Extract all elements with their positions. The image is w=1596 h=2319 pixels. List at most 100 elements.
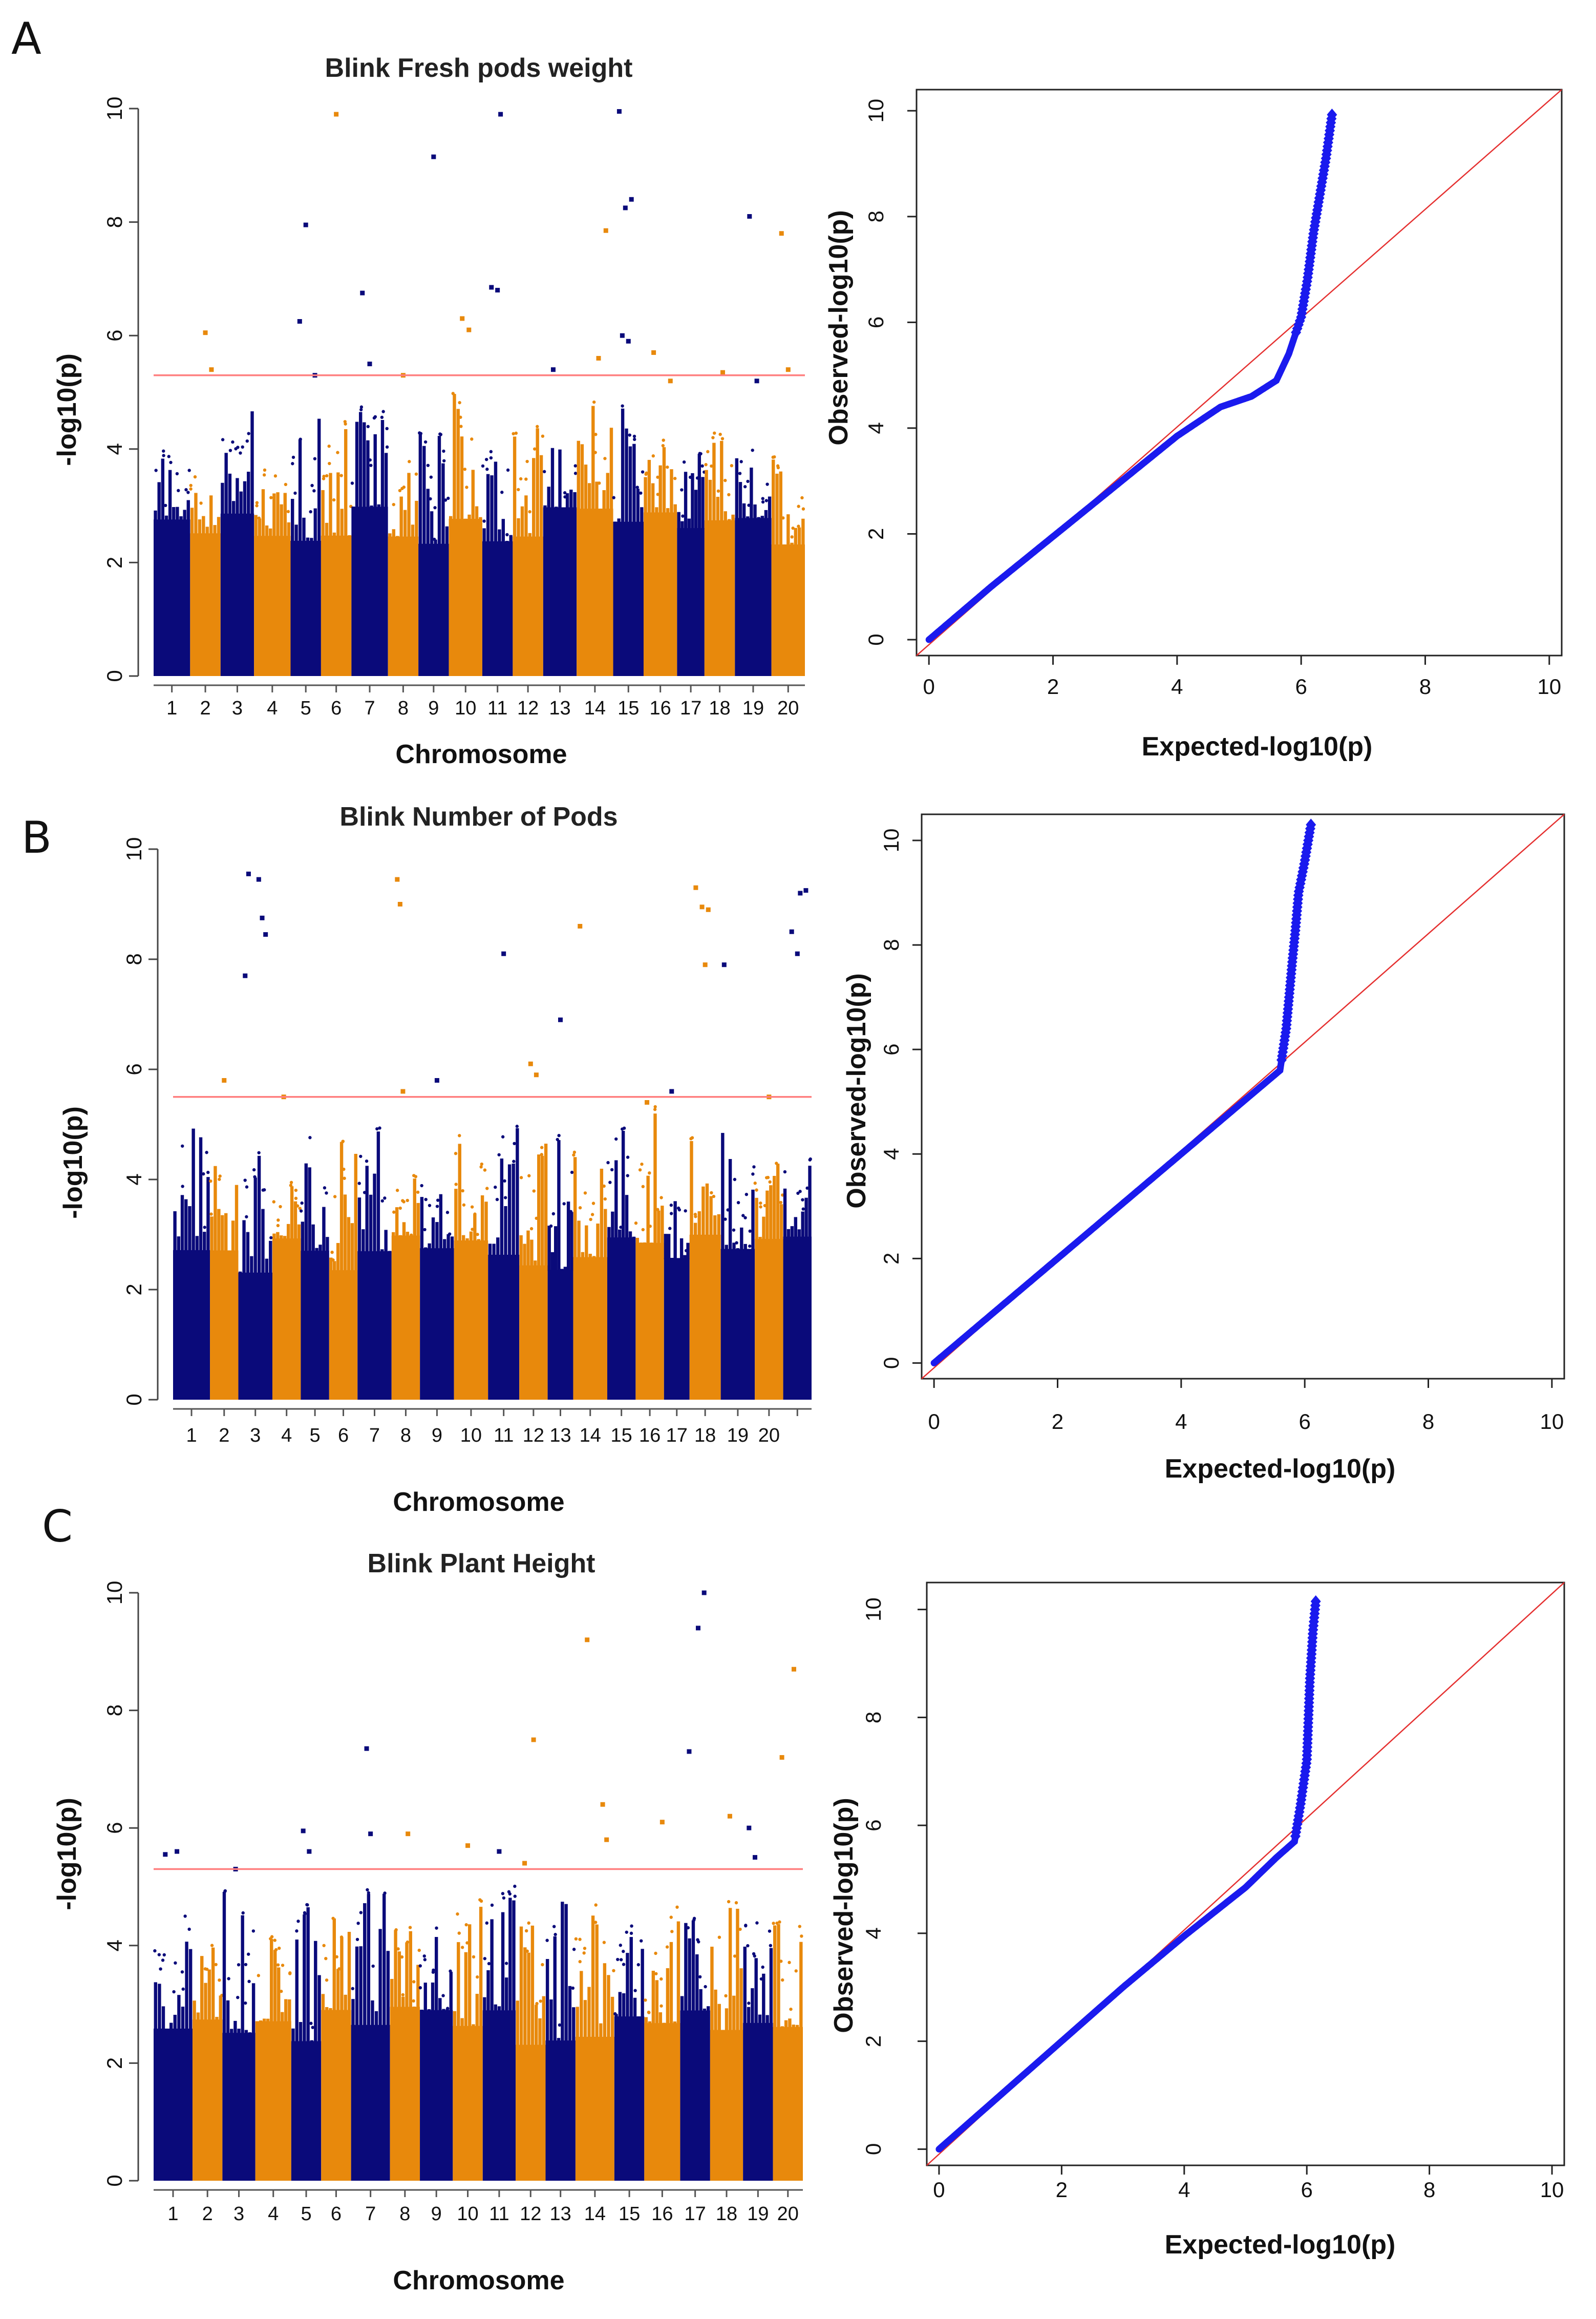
significant-snp <box>803 888 808 893</box>
chromosome-20-points <box>772 1920 803 2181</box>
snp-point <box>241 1911 245 1915</box>
snp-column <box>786 1229 791 1238</box>
snp-column <box>723 511 727 521</box>
snp-point <box>257 1151 261 1154</box>
chromosome-tick-label: 7 <box>365 2203 376 2225</box>
chromosome-band <box>543 507 577 676</box>
snp-column <box>297 1224 301 1240</box>
chromosome-8-points <box>390 1926 421 2181</box>
snp-point <box>339 474 343 477</box>
snp-column <box>721 2030 725 2031</box>
snp-point <box>801 1198 804 1201</box>
snp-column <box>191 1128 195 1251</box>
significant-snp <box>699 904 705 910</box>
snp-point <box>733 1177 737 1182</box>
snp-point <box>746 479 750 483</box>
snp-column <box>637 2016 641 2018</box>
snp-column <box>195 1236 199 1251</box>
snp-column <box>445 526 449 545</box>
snp-point <box>280 1990 283 1993</box>
snp-column <box>490 1919 494 2012</box>
chromosome-band <box>643 512 677 676</box>
snp-point <box>710 464 713 468</box>
snp-point <box>401 1199 405 1203</box>
snp-point <box>603 457 607 460</box>
snp-column <box>743 1946 747 2024</box>
snp-column <box>272 493 276 537</box>
snp-point <box>571 1986 575 1990</box>
snp-column <box>336 472 340 537</box>
snp-point <box>460 1946 464 1949</box>
snp-point <box>341 1140 345 1144</box>
chromosome-10-points <box>454 1134 489 1400</box>
significant-snp <box>203 330 208 335</box>
snp-column <box>705 1183 709 1236</box>
snp-point <box>270 1935 274 1938</box>
snp-column <box>237 2029 241 2034</box>
snp-column <box>276 492 280 537</box>
snp-column <box>651 1971 655 2025</box>
snp-point <box>759 1201 762 1205</box>
chromosome-tick-label: 10 <box>457 2203 478 2225</box>
snp-point <box>245 1215 248 1219</box>
snp-column <box>339 1142 344 1272</box>
snp-point <box>209 1212 213 1216</box>
snp-point <box>736 1200 740 1205</box>
snp-point <box>720 437 725 440</box>
chromosome-tick-label: 11 <box>494 1425 514 1446</box>
snp-column <box>526 1230 530 1267</box>
snp-point <box>648 1225 652 1228</box>
chromosome-band <box>154 519 190 676</box>
snp-point <box>644 472 648 476</box>
snp-column <box>555 507 558 509</box>
significant-snp <box>701 1590 707 1595</box>
snp-column <box>751 1189 755 1250</box>
chromosome-band <box>321 535 352 676</box>
chromosome-7-points <box>357 1126 392 1400</box>
snp-column <box>735 458 739 519</box>
snp-column <box>355 421 359 508</box>
snp-point <box>189 483 193 488</box>
significant-snp <box>626 339 631 344</box>
significant-snp <box>163 1852 168 1857</box>
chromosome-band <box>575 2036 614 2181</box>
snp-column <box>684 1923 688 2012</box>
snp-point <box>730 464 734 468</box>
snp-column <box>519 1926 523 2046</box>
snp-point <box>727 1900 731 1904</box>
snp-column <box>276 1232 280 1240</box>
snp-column <box>269 1240 272 1274</box>
y-tick-label: 2 <box>864 528 888 540</box>
chromosome-tick-label: 4 <box>268 2203 279 2225</box>
qq-plot-c: Expected-log10(p) Observed-log10(p) 0 2 4 6… <box>829 1582 1565 2260</box>
snp-point <box>535 2001 539 2006</box>
snp-point <box>744 1192 749 1196</box>
snp-point <box>465 486 469 489</box>
significant-snp <box>465 1843 471 1848</box>
chromosome-tick-label: 18 <box>716 2203 737 2225</box>
snp-point <box>724 1994 728 1998</box>
snp-point <box>706 450 710 454</box>
snp-point <box>589 1217 592 1221</box>
snp-point <box>638 1168 642 1172</box>
snp-column <box>325 2007 329 2011</box>
snp-column <box>632 1236 636 1239</box>
snp-column <box>629 1937 633 2018</box>
snp-column <box>185 1942 188 2030</box>
snp-point <box>255 501 259 504</box>
snp-column <box>394 1930 397 2008</box>
snp-point <box>769 1944 773 1948</box>
chromosome-14-points <box>572 1150 607 1400</box>
snp-point <box>512 1160 516 1163</box>
snp-point <box>497 1153 501 1156</box>
significant-snp <box>550 367 556 372</box>
snp-column <box>560 1269 564 1271</box>
snp-point <box>286 510 290 514</box>
snp-column <box>283 1236 287 1240</box>
snp-point <box>392 1210 396 1214</box>
snp-point <box>666 465 669 469</box>
snp-column <box>176 507 179 521</box>
snp-point <box>175 472 179 476</box>
x-tick-label: 10 <box>1537 674 1561 699</box>
snp-point <box>247 1952 250 1956</box>
